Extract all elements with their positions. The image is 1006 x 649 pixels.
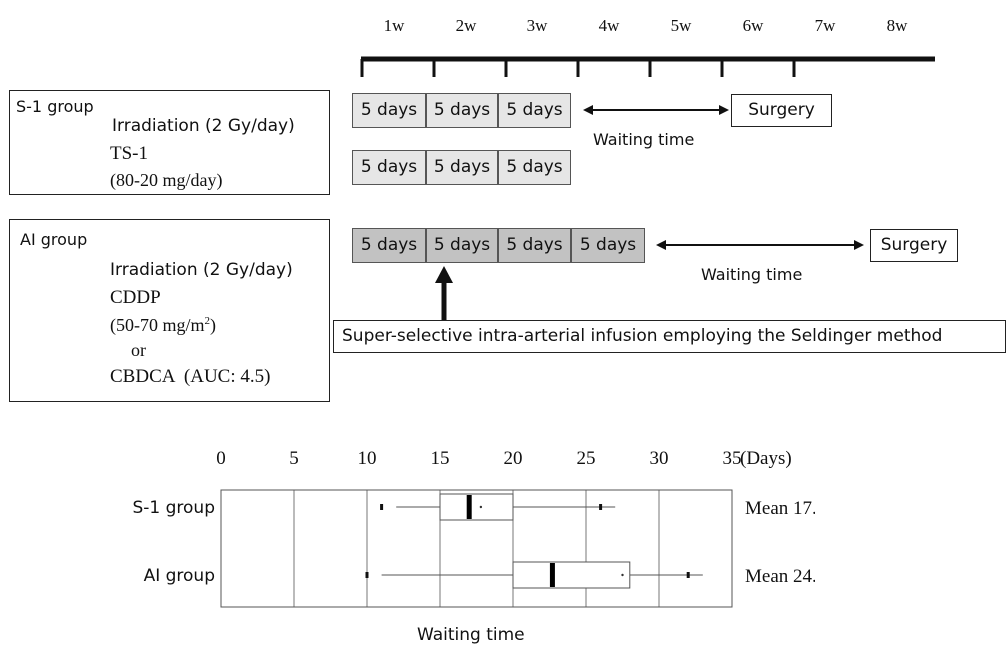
ai-surgery-box: Surgery bbox=[870, 229, 958, 262]
tick-label: 35 bbox=[723, 448, 742, 469]
outlier bbox=[380, 504, 384, 510]
s1-drug-block: 5 days bbox=[426, 150, 498, 185]
s1-group-box bbox=[9, 90, 330, 195]
ai-drug-cddp: CDDP bbox=[110, 287, 161, 308]
s1-drug: TS-1 bbox=[110, 143, 148, 164]
mean-marker bbox=[621, 573, 624, 577]
mean-label: Mean 17.8 bbox=[745, 498, 815, 519]
tick-label: 25 bbox=[577, 448, 596, 469]
tick-label: 20 bbox=[504, 448, 523, 469]
series-label: S-1 group bbox=[132, 498, 215, 518]
week-label: 2w bbox=[455, 16, 477, 35]
ai-treatment-block: 5 days bbox=[426, 228, 498, 263]
unit-label: (Days) bbox=[740, 448, 792, 469]
tick-label: 15 bbox=[431, 448, 450, 469]
week-label: 5w bbox=[670, 16, 692, 35]
infusion-up-arrow bbox=[435, 266, 453, 320]
week-label: 3w bbox=[526, 16, 548, 35]
ai-or-label: or bbox=[131, 340, 146, 360]
waiting-time-boxplot: 0 5 10 15 20 25 30 35(Days) S-1 group Mean 17.8 AI… bbox=[132, 448, 815, 608]
tick-label: 5 bbox=[289, 448, 299, 469]
ai-treatment-block: 5 days bbox=[352, 228, 426, 263]
week-label: 6w bbox=[742, 16, 764, 35]
tick-label: 10 bbox=[358, 448, 377, 469]
week-label: 7w bbox=[814, 16, 836, 35]
week-label: 4w bbox=[598, 16, 620, 35]
plot-frame bbox=[220, 489, 733, 608]
ai-treatment-block: 5 days bbox=[571, 228, 645, 263]
ai-dose-cddp: (50-70 mg/m2) bbox=[110, 315, 216, 335]
tick-label: 0 bbox=[216, 448, 226, 469]
ai-waiting-arrow bbox=[656, 240, 864, 250]
s1-group-title: S-1 group bbox=[16, 97, 94, 116]
s1-drug-block: 5 days bbox=[352, 150, 426, 185]
outlier bbox=[686, 572, 690, 578]
box bbox=[512, 561, 631, 589]
mean-label: Mean 24.0 bbox=[745, 566, 815, 587]
ai-drug-cbdca: CBDCA (AUC: 4.5) bbox=[110, 366, 271, 387]
outlier bbox=[599, 504, 603, 510]
infusion-method-callout: Super-selective intra-arterial infusion … bbox=[333, 320, 1006, 353]
s1-dose: (80-20 mg/day) bbox=[110, 170, 223, 190]
ai-group-box bbox=[9, 219, 330, 402]
week-label: 1w bbox=[383, 16, 405, 35]
box bbox=[439, 493, 514, 521]
s1-irradiation-block: 5 days bbox=[498, 93, 571, 128]
series-label: AI group bbox=[144, 566, 215, 586]
ai-group-title: AI group bbox=[20, 230, 88, 249]
timeline-axis bbox=[360, 56, 935, 77]
s1-waiting-arrow bbox=[583, 105, 729, 115]
s1-waiting-label: Waiting time bbox=[593, 130, 695, 149]
ai-waiting-label: Waiting time bbox=[701, 265, 803, 284]
s1-irradiation: Irradiation (2 Gy/day) bbox=[112, 116, 295, 136]
mean-marker bbox=[479, 505, 483, 509]
ai-treatment-block: 5 days bbox=[498, 228, 571, 263]
week-label: 8w bbox=[886, 16, 908, 35]
s1-irradiation-block: 5 days bbox=[426, 93, 498, 128]
ai-irradiation: Irradiation (2 Gy/day) bbox=[110, 260, 293, 280]
s1-drug-block: 5 days bbox=[498, 150, 571, 185]
tick-label: 30 bbox=[650, 448, 669, 469]
outlier bbox=[365, 572, 369, 578]
s1-irradiation-block: 5 days bbox=[352, 93, 426, 128]
s1-surgery-box: Surgery bbox=[731, 94, 832, 127]
